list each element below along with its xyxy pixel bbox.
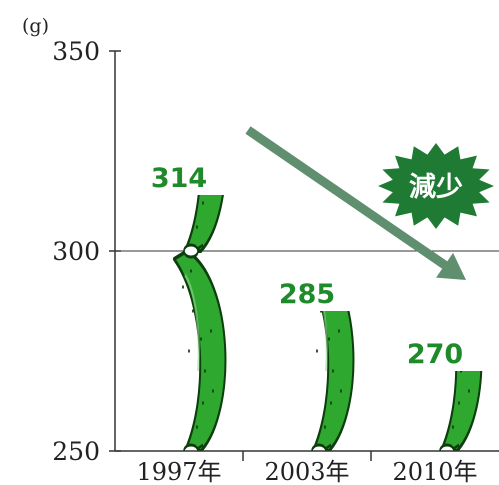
unit-label: (g) [22, 15, 49, 37]
axes [109, 50, 499, 461]
data-label: 314 [151, 163, 207, 194]
annotation-text: 減少 [409, 172, 463, 203]
data-label: 270 [407, 339, 463, 370]
trend-arrow-head [436, 252, 466, 280]
text-layer: (g) 250 300 350 1997年 2003年 2010年 314 285 270 減少 [22, 15, 478, 485]
data-label: 285 [279, 279, 335, 310]
x-tick-label: 1997年 [136, 458, 221, 485]
decrease-badge [378, 143, 494, 229]
cucumber-icon [172, 195, 228, 259]
trend-arrow-shaft [245, 126, 455, 274]
annotation-layer [245, 126, 494, 280]
bar-1997年 [172, 195, 228, 451]
cucumber-icon [172, 249, 228, 451]
y-tick-label: 300 [52, 237, 100, 266]
x-tick-label: 2003年 [264, 458, 349, 485]
y-tick-label: 350 [52, 37, 100, 66]
y-tick-label: 250 [52, 437, 100, 466]
x-tick-label: 2010年 [392, 458, 477, 485]
